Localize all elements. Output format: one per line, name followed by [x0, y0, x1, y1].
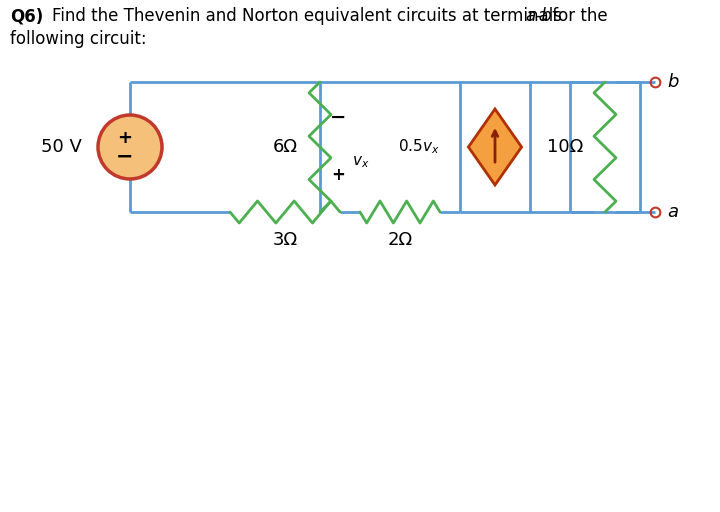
- Text: a: a: [667, 203, 678, 221]
- Text: +: +: [117, 129, 132, 147]
- Text: 2Ω: 2Ω: [387, 231, 413, 249]
- Text: b: b: [667, 73, 678, 91]
- Text: for the: for the: [547, 7, 608, 25]
- Polygon shape: [469, 109, 521, 185]
- Text: 10Ω: 10Ω: [547, 138, 583, 156]
- Text: −: −: [330, 108, 346, 126]
- Text: $v_x$: $v_x$: [352, 154, 369, 170]
- Text: a-b: a-b: [525, 7, 552, 25]
- Text: $0.5v_x$: $0.5v_x$: [398, 138, 440, 156]
- Text: Q6): Q6): [10, 7, 43, 25]
- Text: +: +: [331, 166, 345, 184]
- Text: 50 V: 50 V: [41, 138, 82, 156]
- Text: following circuit:: following circuit:: [10, 30, 147, 48]
- Text: −: −: [116, 147, 134, 167]
- Text: 6Ω: 6Ω: [272, 138, 297, 156]
- Text: Find the Thevenin and Norton equivalent circuits at terminals: Find the Thevenin and Norton equivalent …: [52, 7, 567, 25]
- Text: 3Ω: 3Ω: [272, 231, 297, 249]
- Circle shape: [98, 115, 162, 179]
